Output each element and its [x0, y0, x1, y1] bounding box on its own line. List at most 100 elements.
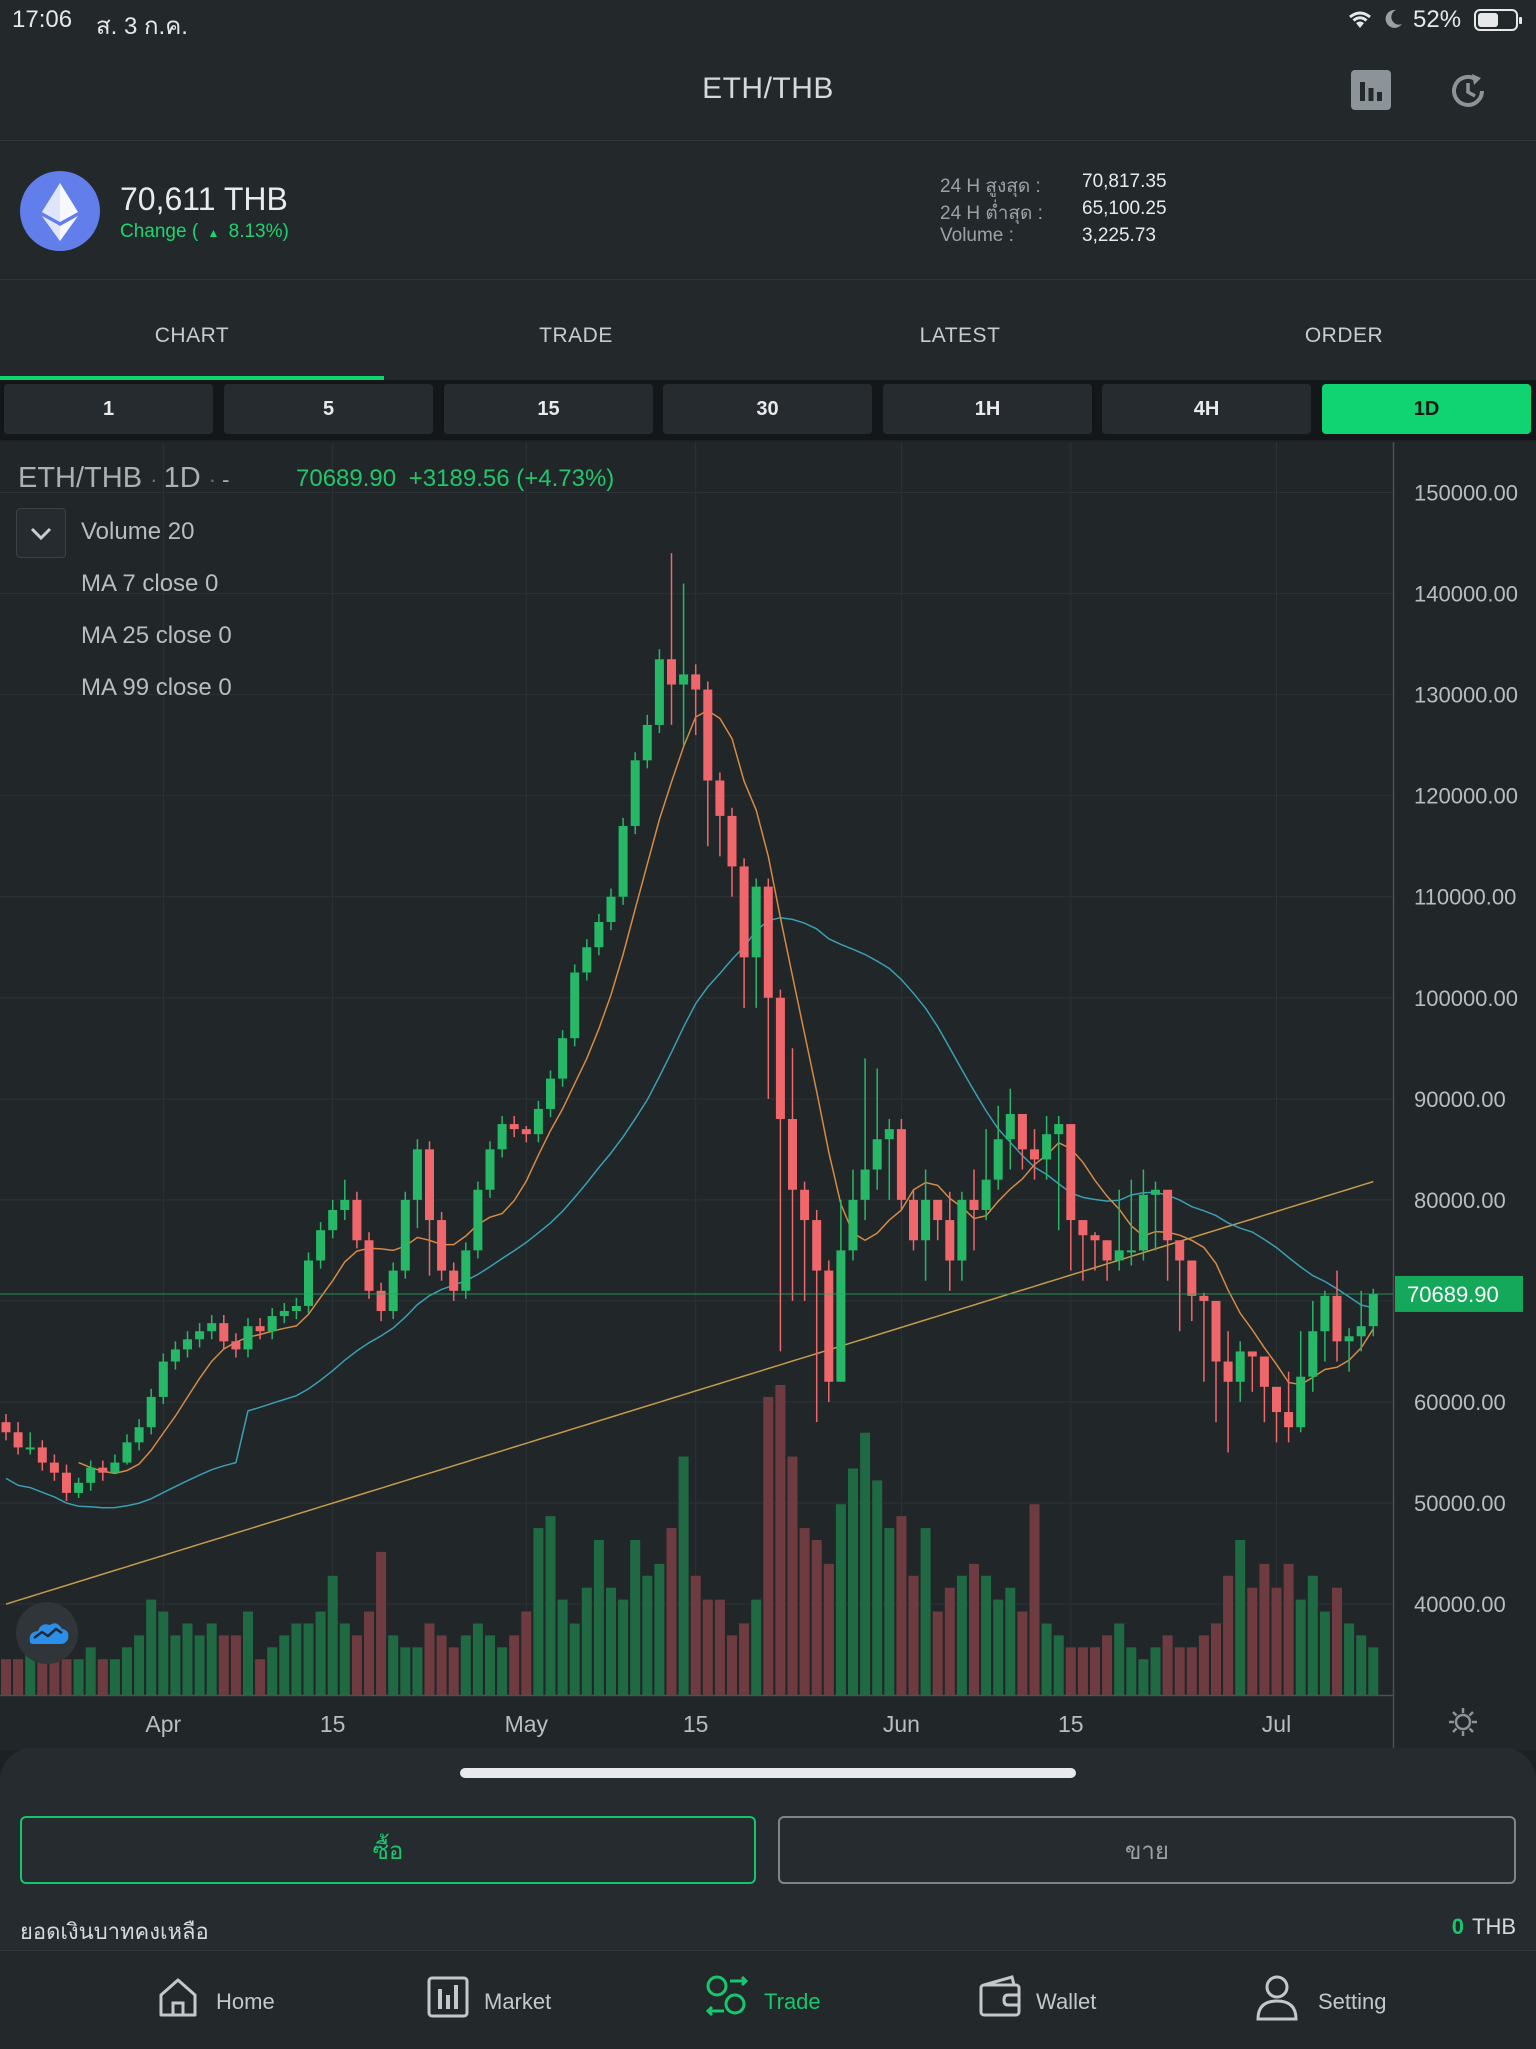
volume-bar — [1247, 1587, 1258, 1695]
chart-settings-icon[interactable] — [1447, 1706, 1479, 1738]
ma7-line — [78, 709, 1374, 1475]
candle-body — [170, 1349, 180, 1362]
candle-body — [1005, 1113, 1015, 1140]
indicator-volume[interactable]: Volume 20 — [81, 518, 195, 545]
candle-body — [485, 1149, 495, 1190]
volume-bar — [230, 1635, 241, 1695]
legend-collapse-button[interactable] — [16, 508, 66, 558]
trade-icon — [705, 1975, 749, 2017]
timeframe-4h[interactable]: 4H — [1102, 384, 1311, 434]
history-icon[interactable] — [1448, 70, 1490, 112]
tab-order[interactable]: ORDER — [1304, 324, 1384, 347]
tab-trade[interactable]: TRADE — [539, 324, 613, 347]
candle-body — [291, 1305, 301, 1312]
timeframe-30[interactable]: 30 — [663, 384, 872, 434]
volume-bar — [1319, 1611, 1330, 1695]
chart-canvas[interactable]: 150000.00 140000.00 130000.00 120000.00 1100… — [0, 442, 1536, 1750]
timeframe-1[interactable]: 1 — [4, 384, 213, 434]
stat-low-value: 65,100.25 — [1082, 198, 1167, 219]
candle-body — [812, 1220, 822, 1271]
timeframe-1d[interactable]: 1D — [1322, 384, 1531, 434]
volume-bar — [1114, 1623, 1125, 1695]
volume-bar — [376, 1551, 387, 1695]
timeframe-5[interactable]: 5 — [224, 384, 433, 434]
candle-body — [533, 1108, 543, 1135]
candle-body — [594, 921, 604, 948]
tradingview-logo-button[interactable] — [16, 1602, 78, 1664]
volume-bar — [267, 1647, 278, 1695]
tab-chart[interactable]: CHART — [154, 324, 230, 347]
volume-bar — [279, 1635, 290, 1695]
candle-body — [49, 1462, 59, 1473]
price-chart[interactable]: 150000.00 140000.00 130000.00 120000.00 1100… — [0, 442, 1536, 1750]
volume-bar — [13, 1659, 24, 1695]
indicator-ma99[interactable]: MA 99 close 0 — [81, 674, 232, 701]
candle-body — [461, 1250, 471, 1291]
tab-latest[interactable]: LATEST — [919, 324, 1001, 347]
timeframe-bar: 1 5 15 30 1H 4H 1D — [0, 380, 1536, 440]
candle-body — [1017, 1113, 1027, 1150]
candle-body — [691, 674, 701, 690]
nav-trade[interactable]: Trade — [704, 1969, 864, 2029]
volume-bar — [315, 1611, 326, 1695]
volume-bar — [1307, 1575, 1318, 1695]
volume-bar — [908, 1575, 919, 1695]
stat-low-label: 24 H ต่ำสุด : — [940, 203, 1043, 224]
volume-bar — [932, 1611, 943, 1695]
volume-bar — [109, 1659, 120, 1695]
candle-body — [1284, 1412, 1294, 1428]
chart-bar-icon[interactable] — [1351, 70, 1391, 110]
volume-bar — [37, 1659, 48, 1695]
coin-summary: 70,611 THB Change ( ▲ 8.13%) 24 H สูงสุด… — [0, 141, 1536, 280]
volume-bar — [920, 1528, 931, 1695]
y-tick-label: 110000.00 — [1414, 885, 1516, 910]
legend-interval: 1D — [163, 462, 201, 494]
nav-setting[interactable]: Setting — [1254, 1969, 1434, 2029]
volume-bar — [1368, 1647, 1379, 1695]
volume-bar — [1090, 1647, 1100, 1695]
candle-body — [1332, 1295, 1342, 1342]
indicator-ma25[interactable]: MA 25 close 0 — [81, 622, 232, 649]
candle-body — [1, 1422, 11, 1433]
candle-body — [1320, 1295, 1330, 1332]
volume-bar — [1126, 1647, 1137, 1695]
y-tick-label: 80000.00 — [1414, 1188, 1506, 1213]
volume-bar — [835, 1504, 846, 1695]
buy-button[interactable]: ซื้อ — [20, 1816, 756, 1884]
volume-bar — [1138, 1659, 1149, 1695]
candle-body — [1175, 1240, 1185, 1261]
volume-bar — [170, 1635, 181, 1695]
volume-bar — [134, 1635, 145, 1695]
volume-bar — [787, 1456, 798, 1695]
volume-bar — [49, 1647, 60, 1695]
volume-bar — [763, 1396, 774, 1695]
timeframe-15[interactable]: 15 — [444, 384, 653, 434]
candle-body — [62, 1472, 71, 1493]
candle-body — [437, 1220, 447, 1271]
page-title: ETH/THB — [702, 72, 834, 105]
volume-bar — [1198, 1635, 1209, 1695]
candle-body — [255, 1326, 265, 1332]
volume-bar — [1053, 1635, 1064, 1695]
candle-body — [13, 1432, 23, 1448]
candle-body — [388, 1270, 398, 1312]
sheet-drag-handle[interactable] — [460, 1768, 1076, 1778]
candle-body — [800, 1189, 810, 1221]
candle-body — [703, 689, 713, 781]
candle-body — [570, 972, 580, 1039]
nav-setting-label: Setting — [1318, 1989, 1387, 2014]
cloud-chart-icon — [29, 1623, 69, 1644]
status-date: ส. 3 ก.ค. — [96, 13, 188, 40]
candle-body — [1368, 1293, 1378, 1327]
candle-body — [1090, 1235, 1100, 1241]
nav-wallet[interactable]: Wallet — [978, 1969, 1138, 2029]
stat-volume-label: Volume : — [940, 225, 1014, 246]
volume-bar — [714, 1599, 725, 1695]
sell-button[interactable]: ขาย — [778, 1816, 1516, 1884]
nav-market[interactable]: Market — [426, 1969, 596, 2029]
indicator-ma7[interactable]: MA 7 close 0 — [81, 570, 219, 597]
candle-body — [412, 1149, 422, 1200]
y-tick-label: 100000.00 — [1414, 986, 1518, 1011]
nav-home[interactable]: Home — [156, 1969, 316, 2029]
timeframe-1h[interactable]: 1H — [883, 384, 1092, 434]
